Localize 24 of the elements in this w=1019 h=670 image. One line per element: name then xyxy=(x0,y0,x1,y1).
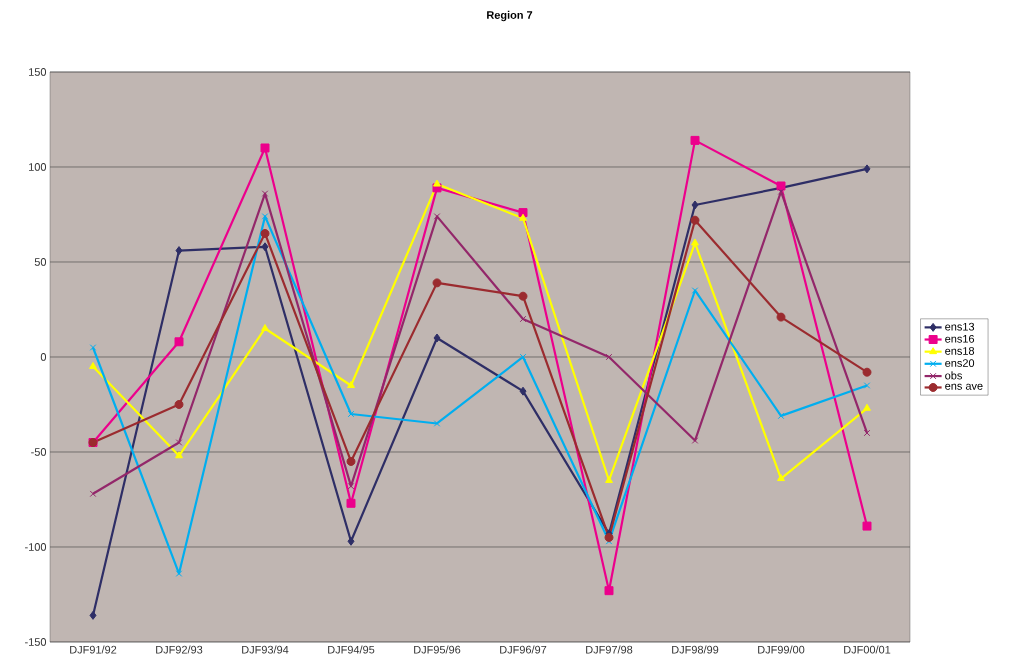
x-tick-label: DJF92/93 xyxy=(156,645,203,654)
chart-title: Region 7 xyxy=(487,10,533,22)
x-tick-label: DJF99/00 xyxy=(758,645,805,654)
x-tick-label: DJF91/92 xyxy=(70,645,117,654)
y-tick-label: -50 xyxy=(31,448,47,456)
y-tick-label: 150 xyxy=(29,68,47,76)
legend-label: ens18 xyxy=(945,347,975,355)
y-tick-label: -100 xyxy=(25,543,47,551)
x-tick-label: DJF97/98 xyxy=(586,645,633,654)
x-tick-label: DJF96/97 xyxy=(500,645,547,654)
x-tick-label: DJF00/01 xyxy=(844,645,891,654)
x-tick-label: DJF93/94 xyxy=(242,645,289,654)
x-tick-label: DJF94/95 xyxy=(328,645,375,654)
legend-label: ens13 xyxy=(945,322,975,331)
y-tick-label: 0 xyxy=(40,353,47,361)
y-tick-label: 50 xyxy=(34,258,47,266)
x-tick-label: DJF98/99 xyxy=(672,645,719,654)
legend-label: ens20 xyxy=(945,359,975,367)
legend-label: obs xyxy=(945,371,962,380)
x-tick-label: DJF95/96 xyxy=(414,645,461,654)
y-tick-label: 100 xyxy=(29,163,47,171)
legend-label: ens16 xyxy=(945,334,975,343)
y-tick-label: -150 xyxy=(25,638,47,646)
legend-label: ens ave xyxy=(945,383,983,390)
